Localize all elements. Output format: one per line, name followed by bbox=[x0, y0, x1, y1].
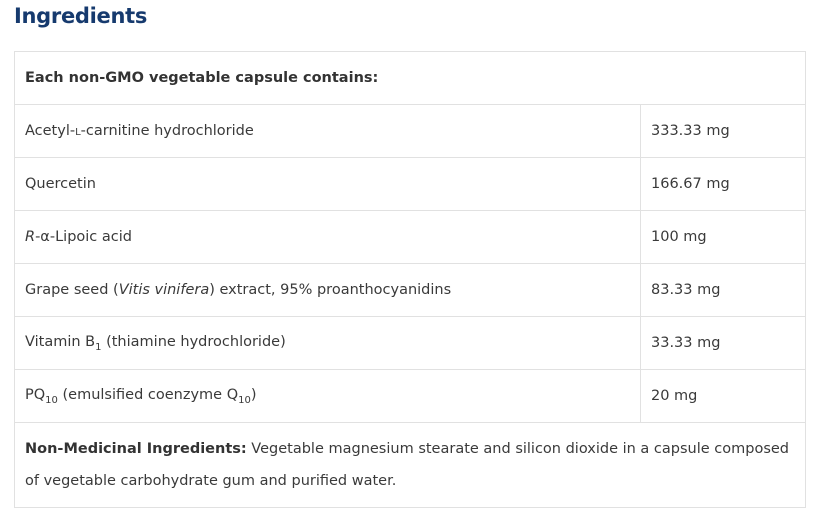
name-part: Acetyl- bbox=[25, 123, 76, 139]
name-part: 10 bbox=[45, 394, 58, 406]
section-title: Ingredients bbox=[14, 4, 148, 28]
name-part: ) extract, 95% proanthocyanidins bbox=[209, 282, 452, 298]
table-row: Grape seed (Vitis vinifera) extract, 95%… bbox=[14, 263, 806, 317]
ingredient-name: Acetyl-l-carnitine hydrochloride bbox=[14, 104, 641, 158]
table-footer-row: Non-Medicinal Ingredients: Vegetable mag… bbox=[14, 422, 806, 508]
table-row: PQ10 (emulsified coenzyme Q10) 20 mg bbox=[14, 369, 806, 423]
name-part: Grape seed ( bbox=[25, 282, 119, 298]
name-part: Vitis vinifera bbox=[118, 282, 210, 298]
table-row: Quercetin 166.67 mg bbox=[14, 157, 806, 211]
ingredient-name: PQ10 (emulsified coenzyme Q10) bbox=[14, 369, 641, 423]
ingredient-amount: 166.67 mg bbox=[640, 157, 806, 211]
name-part: -carnitine hydrochloride bbox=[80, 123, 254, 139]
header-cell: Each non-GMO vegetable capsule contains: bbox=[14, 51, 806, 105]
name-part: Vitamin B bbox=[25, 333, 96, 350]
name-part: R bbox=[25, 229, 36, 245]
table-header-row: Each non-GMO vegetable capsule contains: bbox=[14, 51, 806, 105]
ingredient-amount: 20 mg bbox=[640, 369, 806, 423]
name-part: 1 bbox=[95, 341, 102, 353]
ingredient-amount: 83.33 mg bbox=[640, 263, 806, 317]
table-row: Vitamin B1 (thiamine hydrochloride) 33.33… bbox=[14, 316, 806, 370]
ingredient-amount: 100 mg bbox=[640, 210, 806, 264]
ingredient-name: Quercetin bbox=[14, 157, 641, 211]
name-part: ) bbox=[250, 386, 257, 403]
ingredients-table: Each non-GMO vegetable capsule contains:… bbox=[14, 51, 806, 508]
name-part: -α-Lipoic acid bbox=[35, 229, 132, 245]
ingredient-name: R-α-Lipoic acid bbox=[14, 210, 641, 264]
ingredient-name: Vitamin B1 (thiamine hydrochloride) bbox=[14, 316, 641, 370]
name-part: (emulsified coenzyme Q bbox=[57, 386, 239, 403]
name-part: (thiamine hydrochloride) bbox=[101, 333, 286, 350]
ingredient-amount: 333.33 mg bbox=[640, 104, 806, 158]
non-medicinal-cell: Non-Medicinal Ingredients: Vegetable mag… bbox=[14, 422, 806, 508]
table-row: R-α-Lipoic acid 100 mg bbox=[14, 210, 806, 264]
footer-label: Non-Medicinal Ingredients: bbox=[25, 441, 247, 457]
name-part: 10 bbox=[238, 394, 251, 406]
name-part: l bbox=[75, 123, 81, 139]
footer-text: Vegetable magnesium stearate and silicon… bbox=[25, 441, 790, 489]
name-part: PQ bbox=[25, 386, 46, 403]
table-row: Acetyl-l-carnitine hydrochloride 333.33 m… bbox=[14, 104, 806, 158]
ingredient-name: Grape seed (Vitis vinifera) extract, 95%… bbox=[14, 263, 641, 317]
ingredient-amount: 33.33 mg bbox=[640, 316, 806, 370]
